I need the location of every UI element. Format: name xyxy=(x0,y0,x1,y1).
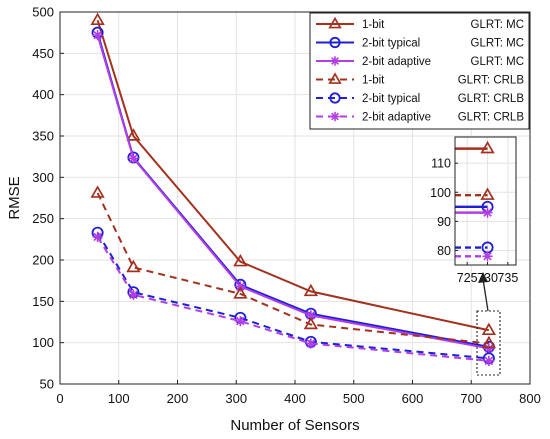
zoom-region-box xyxy=(476,310,501,376)
inset-series-0 xyxy=(455,140,495,154)
legend-entry: 1-bit GLRT: CRLB xyxy=(316,72,525,87)
y-tick-label: 50 xyxy=(40,377,54,392)
x-tick-label: 200 xyxy=(167,391,189,406)
legend-label: 2-bit adaptive xyxy=(362,56,431,68)
legend-entry: 1-bit GLRT: MC xyxy=(316,16,524,31)
data-point xyxy=(483,355,494,366)
inset-data-point xyxy=(482,207,493,218)
legend-marker xyxy=(330,56,340,66)
legend-method: GLRT: CRLB xyxy=(458,93,525,105)
y-tick-label: 300 xyxy=(32,170,54,185)
zoom-arrow-head xyxy=(478,272,488,283)
inset-y-tick-label: 90 xyxy=(437,215,451,229)
data-point xyxy=(305,338,316,349)
legend-marker xyxy=(330,111,340,122)
inset-series-2 xyxy=(455,207,493,218)
data-point xyxy=(90,185,105,198)
y-tick-label: 250 xyxy=(32,211,54,226)
data-point xyxy=(483,343,494,354)
x-axis-title: Number of Sensors xyxy=(230,417,359,434)
data-point xyxy=(233,286,248,299)
data-point xyxy=(126,259,141,273)
x-tick-label: 700 xyxy=(460,391,482,406)
data-point xyxy=(233,253,248,267)
series-5 xyxy=(92,231,494,366)
data-point xyxy=(481,322,497,336)
x-tick-label: 800 xyxy=(519,391,541,406)
data-point xyxy=(128,153,139,164)
legend-method: GLRT: MC xyxy=(471,56,524,68)
legend-label: 1-bit xyxy=(362,19,385,31)
legend-method: GLRT: CRLB xyxy=(458,75,525,87)
y-ticks: 50 100 150 200 250 300 350 400 450 500 xyxy=(32,5,64,392)
data-point xyxy=(303,316,319,330)
inset-data-point xyxy=(480,187,495,200)
legend-entry: 2-bit typical GLRT: CRLB xyxy=(316,92,525,105)
x-tick-label: 400 xyxy=(284,391,306,406)
y-tick-label: 500 xyxy=(32,5,54,20)
y-tick-label: 400 xyxy=(32,87,54,102)
y-tick-label: 150 xyxy=(32,294,54,309)
inset-y-tick-label: 110 xyxy=(431,157,451,171)
x-tick-label: 0 xyxy=(56,391,63,406)
series-line xyxy=(96,19,490,332)
legend-label: 2-bit typical xyxy=(362,93,420,105)
x-tick-label: 100 xyxy=(108,391,130,406)
legend-marker xyxy=(329,36,341,49)
data-point xyxy=(481,335,497,349)
data-point xyxy=(128,289,139,300)
y-tick-label: 200 xyxy=(32,253,54,268)
inset-data-point xyxy=(482,251,493,262)
legend-entry: 2-bit adaptive GLRT: CRLB xyxy=(316,112,524,124)
legend-marker xyxy=(328,16,342,29)
legend-entry: 2-bit adaptive GLRT: MC xyxy=(316,56,524,68)
data-point xyxy=(92,231,103,242)
data-point xyxy=(303,283,319,297)
legend-method: GLRT: MC xyxy=(471,38,524,50)
inset-frame xyxy=(454,136,517,266)
y-axis-title: RMSE xyxy=(6,176,23,219)
inset-series xyxy=(455,140,495,262)
series-line xyxy=(96,232,489,360)
y-tick-label: 350 xyxy=(32,129,54,144)
inset-data-point xyxy=(480,140,495,154)
x-tick-label: 600 xyxy=(402,391,424,406)
legend-label: 2-bit typical xyxy=(362,38,420,50)
legend-marker xyxy=(329,92,341,104)
inset-y-tick-label: 100 xyxy=(430,186,451,200)
legend-marker xyxy=(328,72,342,84)
inset-y-tick-label: 80 xyxy=(437,244,451,258)
legend-method: GLRT: CRLB xyxy=(458,112,525,124)
x-tick-label: 300 xyxy=(225,391,247,406)
inset-background xyxy=(455,137,516,265)
inset-grid xyxy=(455,137,516,265)
y-tick-label: 450 xyxy=(32,46,54,61)
inset-ticks: 725 730 735 80 90 100 110 xyxy=(430,157,518,285)
main-series xyxy=(90,12,497,366)
data-point xyxy=(92,30,103,41)
series-0 xyxy=(90,12,497,336)
inset-series-3 xyxy=(455,187,495,200)
inset-x-tick-label: 730 xyxy=(477,271,498,285)
series-3 xyxy=(90,185,497,349)
legend: 1-bit GLRT: MC2-bit typical GLRT: MC2-bit … xyxy=(316,16,525,124)
inset-series-5 xyxy=(455,251,493,262)
x-ticks: 0 100 200 300 400 500 600 700 800 xyxy=(56,380,541,406)
legend-box xyxy=(309,12,530,130)
data-point xyxy=(126,128,141,141)
data-point xyxy=(235,316,246,327)
data-point xyxy=(90,12,105,26)
legend-entry: 2-bit typical GLRT: MC xyxy=(316,36,524,50)
series-line xyxy=(96,192,489,345)
zoom-arrow xyxy=(482,278,489,312)
legend-label: 2-bit adaptive xyxy=(362,112,431,124)
legend-method: GLRT: MC xyxy=(471,19,524,31)
inset-x-tick-label: 735 xyxy=(497,271,518,285)
y-tick-label: 100 xyxy=(32,335,54,350)
x-tick-label: 500 xyxy=(343,391,365,406)
inset-x-tick-label: 725 xyxy=(457,271,478,285)
legend-label: 1-bit xyxy=(362,75,385,87)
